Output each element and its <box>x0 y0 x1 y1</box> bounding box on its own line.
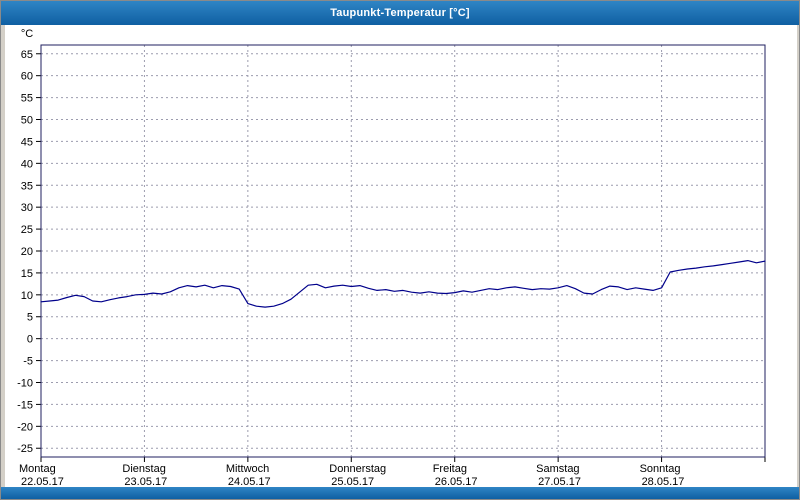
x-date-label: 23.05.17 <box>124 476 167 487</box>
y-tick-label: 40 <box>21 158 33 170</box>
x-day-label: Montag <box>19 463 56 475</box>
y-tick-label: 45 <box>21 136 33 148</box>
x-day-label: Samstag <box>536 463 579 475</box>
x-day-label: Donnerstag <box>329 463 386 475</box>
x-date-label: 28.05.17 <box>642 476 685 487</box>
x-day-label: Dienstag <box>122 463 165 475</box>
y-tick-label: -25 <box>17 443 33 455</box>
data-series-line <box>40 260 766 308</box>
status-bar <box>1 487 799 499</box>
y-tick-label: 35 <box>21 180 33 192</box>
y-tick-label: -10 <box>17 377 33 389</box>
y-tick-label: 65 <box>21 49 33 61</box>
x-date-label: 25.05.17 <box>331 476 374 487</box>
x-day-label: Mittwoch <box>226 463 269 475</box>
y-tick-label: 15 <box>21 268 33 280</box>
title-bar: Taupunkt-Temperatur [°C] <box>1 1 799 25</box>
x-day-label: Freitag <box>433 463 467 475</box>
plot-border <box>40 44 766 458</box>
y-tick-label: 0 <box>27 334 33 346</box>
y-tick-label: 25 <box>21 224 33 236</box>
y-tick-label: 60 <box>21 71 33 83</box>
x-day-label: Sonntag <box>640 463 681 475</box>
window-title: Taupunkt-Temperatur [°C] <box>330 7 470 19</box>
y-tick-label: 55 <box>21 93 33 105</box>
y-tick-label: -15 <box>17 399 33 411</box>
y-tick-label: 50 <box>21 115 33 127</box>
y-axis-unit-label: °C <box>21 28 33 40</box>
y-tick-label: -5 <box>23 356 33 368</box>
x-date-label: 27.05.17 <box>538 476 581 487</box>
y-tick-label: 5 <box>27 312 33 324</box>
y-tick-label: 10 <box>21 290 33 302</box>
chart-canvas: 65605550454035302520151050-5-10-15-20-25… <box>5 25 797 487</box>
x-date-label: 26.05.17 <box>435 476 478 487</box>
y-tick-label: 30 <box>21 202 33 214</box>
y-tick-label: 20 <box>21 246 33 258</box>
x-date-label: 22.05.17 <box>21 476 64 487</box>
x-date-label: 24.05.17 <box>228 476 271 487</box>
y-tick-label: -20 <box>17 421 33 433</box>
